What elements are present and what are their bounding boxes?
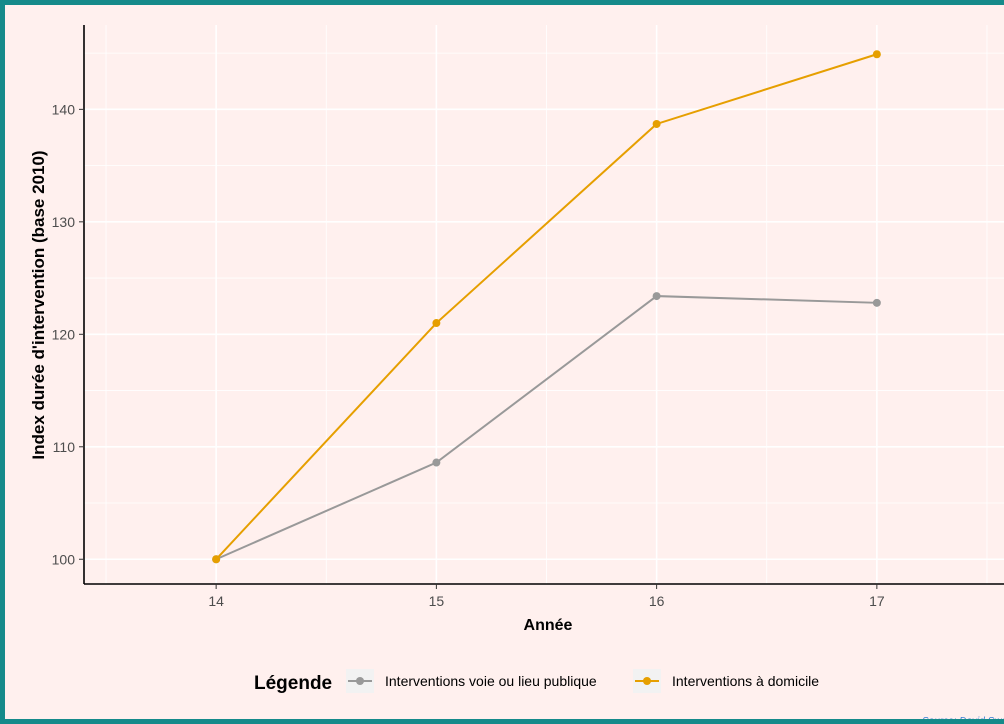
- y-tick-label: 130: [52, 214, 76, 230]
- legend-key-point: [643, 677, 651, 685]
- data-point: [652, 119, 661, 128]
- series-line-1: [215, 295, 877, 561]
- data-point: [872, 50, 881, 59]
- x-tick-label: 17: [869, 593, 885, 609]
- legend-title: Légende: [254, 673, 332, 694]
- x-axis-title: Année: [524, 617, 573, 634]
- x-tick-label: 14: [208, 593, 224, 609]
- y-tick-label: 140: [52, 101, 76, 117]
- tick-labels: 100 110 120 130 140 14 15 16 17: [52, 101, 885, 609]
- grid-lines: [84, 25, 1004, 584]
- x-tick-label: 15: [429, 593, 445, 609]
- legend-key-point: [356, 677, 364, 685]
- legend-label-2: Interventions à domicile: [672, 673, 819, 689]
- series-layer: [212, 50, 881, 564]
- y-tick-label: 110: [53, 439, 76, 455]
- y-axis-title: Index durée d'intervention (base 2010): [29, 150, 48, 459]
- legend: Légende Interventions voie ou lieu publi…: [254, 669, 819, 694]
- data-point: [432, 458, 441, 467]
- y-tick-label: 100: [52, 551, 76, 567]
- data-point: [432, 319, 441, 328]
- source-note: Source: David Swan: [922, 716, 1004, 724]
- data-point: [652, 292, 661, 301]
- axes: [79, 25, 1004, 589]
- data-point: [872, 298, 881, 307]
- y-tick-label: 120: [52, 326, 76, 342]
- legend-label-1: Interventions voie ou lieu publique: [385, 673, 597, 689]
- series-line-2: [215, 53, 878, 560]
- x-tick-label: 16: [649, 593, 665, 609]
- line-chart: 100 110 120 130 140 14 15 16 17 Année Index duré…: [29, 25, 1004, 724]
- data-point: [212, 555, 221, 564]
